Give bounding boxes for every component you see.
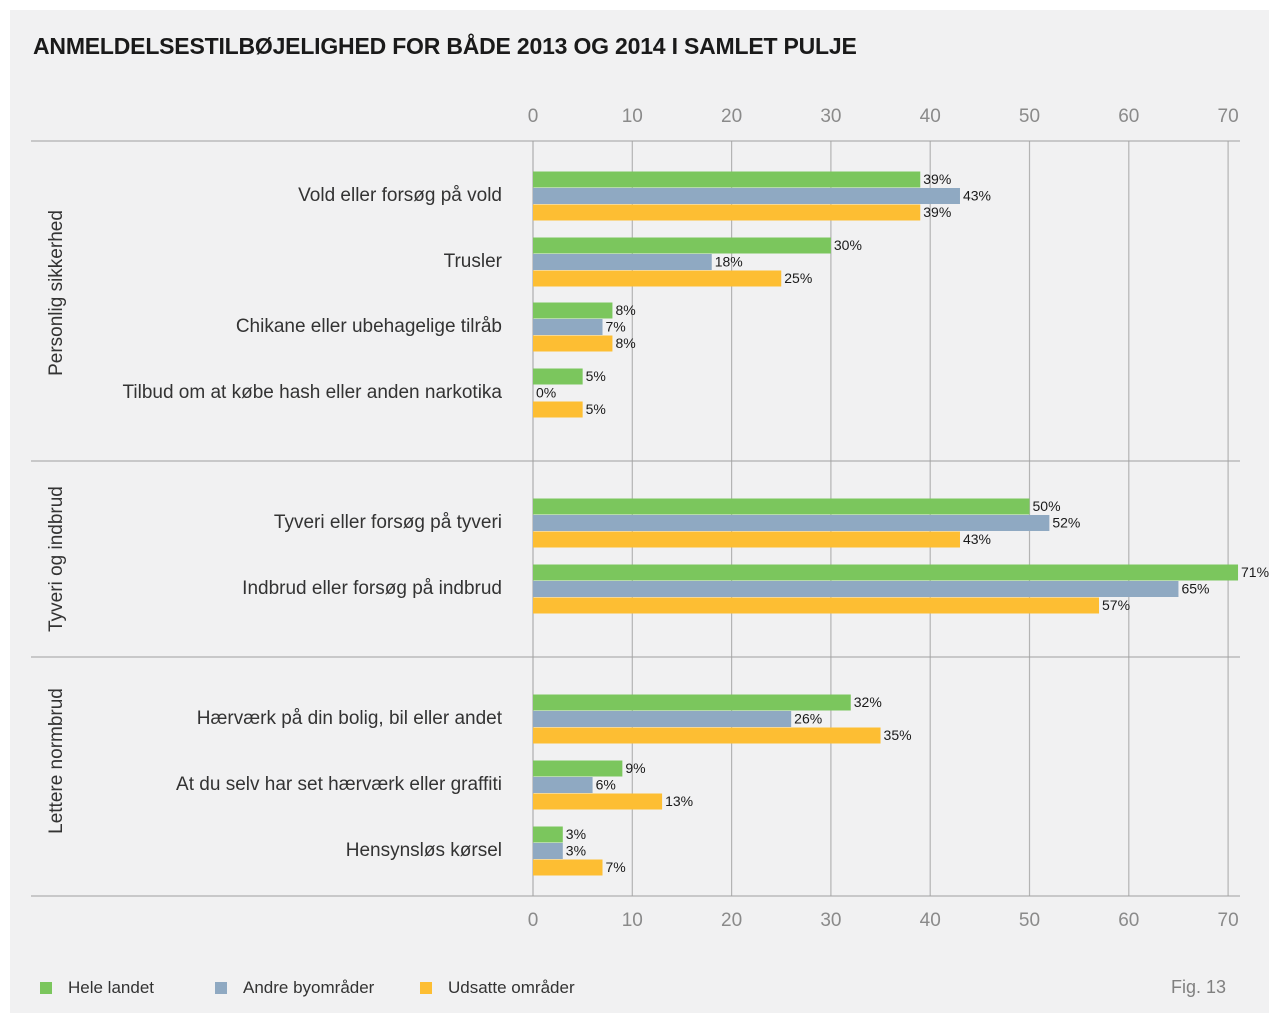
bar: [533, 826, 563, 843]
bar: [533, 335, 613, 352]
x-tick-label-bottom: 70: [1218, 910, 1239, 931]
x-tick-label-bottom: 10: [622, 910, 643, 931]
data-label: 7%: [606, 319, 626, 335]
bar: [533, 727, 881, 744]
data-label: 35%: [884, 727, 912, 743]
data-label: 9%: [625, 760, 645, 776]
data-label: 18%: [715, 254, 743, 270]
data-label: 39%: [923, 204, 951, 220]
bar: [533, 368, 583, 385]
x-tick-label-top: 20: [721, 106, 742, 127]
data-label: 32%: [854, 694, 882, 710]
legend-label: Udsatte områder: [448, 978, 575, 997]
bar: [533, 270, 782, 287]
legend-swatch: [40, 982, 52, 994]
bar: [533, 777, 593, 793]
bar: [533, 188, 960, 204]
chart-title: ANMELDELSESTILBØJELIGHED FOR BÅDE 2013 O…: [33, 33, 857, 59]
bar: [533, 319, 603, 335]
data-label: 8%: [615, 302, 635, 318]
category-label: Chikane eller ubehagelige tilråb: [236, 316, 502, 337]
data-label: 26%: [794, 711, 822, 727]
bar: [533, 597, 1100, 614]
x-tick-label-top: 10: [622, 106, 643, 127]
bar: [533, 515, 1050, 531]
category-label: Trusler: [444, 251, 503, 272]
legend-item: Andre byområder: [215, 978, 374, 998]
x-tick-label-top: 60: [1118, 106, 1139, 127]
data-label: 57%: [1102, 597, 1130, 613]
x-tick-label-top: 70: [1218, 106, 1239, 127]
bar: [533, 171, 921, 188]
x-tick-label-top: 40: [920, 106, 941, 127]
data-label: 0%: [536, 385, 556, 401]
legend-swatch: [420, 982, 432, 994]
bar: [533, 581, 1179, 597]
category-label: At du selv har set hærværk eller graffit…: [176, 774, 502, 795]
data-label: 25%: [784, 270, 812, 286]
x-tick-label-bottom: 20: [721, 910, 742, 931]
x-tick-label-bottom: 50: [1019, 910, 1040, 931]
x-tick-label-top: 50: [1019, 106, 1040, 127]
x-tick-label-top: 30: [820, 106, 841, 127]
legend-label: Andre byområder: [243, 978, 375, 997]
figure-number: Fig. 13: [1171, 977, 1227, 997]
bar: [533, 564, 1239, 581]
x-tick-label-top: 0: [528, 106, 539, 127]
x-tick-label-bottom: 0: [528, 910, 539, 931]
data-label: 39%: [923, 171, 951, 187]
data-label: 3%: [566, 843, 586, 859]
data-label: 5%: [586, 401, 606, 417]
data-label: 71%: [1241, 564, 1269, 580]
data-label: 3%: [566, 826, 586, 842]
data-label: 52%: [1052, 515, 1080, 531]
bar: [533, 302, 613, 319]
bar: [533, 531, 960, 548]
bar: [533, 204, 921, 221]
data-label: 65%: [1181, 581, 1209, 597]
bar: [533, 859, 603, 876]
legend-swatch: [215, 982, 227, 994]
data-label: 43%: [963, 188, 991, 204]
data-label: 13%: [665, 793, 693, 809]
bar: [533, 498, 1030, 515]
bar: [533, 401, 583, 418]
legend-item: Udsatte områder: [420, 978, 575, 998]
category-label: Indbrud eller forsøg på indbrud: [242, 578, 502, 599]
x-tick-label-bottom: 60: [1118, 910, 1139, 931]
group-label: Personlig sikkerhed: [46, 210, 67, 376]
bar: [533, 711, 792, 727]
category-label: Hensynsløs kørsel: [346, 840, 502, 861]
category-label: Vold eller forsøg på vold: [298, 185, 502, 206]
data-label: 50%: [1033, 498, 1061, 514]
x-tick-label-bottom: 30: [820, 910, 841, 931]
category-label: Tyveri eller forsøg på tyveri: [274, 512, 502, 533]
bar: [533, 760, 623, 777]
data-label: 6%: [596, 777, 616, 793]
data-label: 5%: [586, 368, 606, 384]
data-label: 7%: [606, 859, 626, 875]
legend-label: Hele landet: [68, 978, 155, 997]
bar: [533, 793, 663, 810]
category-label: Tilbud om at købe hash eller anden narko…: [122, 382, 502, 403]
bar: [533, 694, 851, 711]
bar: [533, 843, 563, 859]
bar: [533, 237, 831, 254]
bar: [533, 254, 712, 270]
data-label: 8%: [615, 335, 635, 351]
group-label: Tyveri og indbrud: [46, 486, 67, 632]
group-label: Lettere normbrud: [46, 688, 67, 834]
x-tick-label-bottom: 40: [920, 910, 941, 931]
data-label: 30%: [834, 237, 862, 253]
legend-item: Hele landet: [40, 978, 154, 998]
category-label: Hærværk på din bolig, bil eller andet: [197, 708, 503, 729]
data-label: 43%: [963, 531, 991, 547]
